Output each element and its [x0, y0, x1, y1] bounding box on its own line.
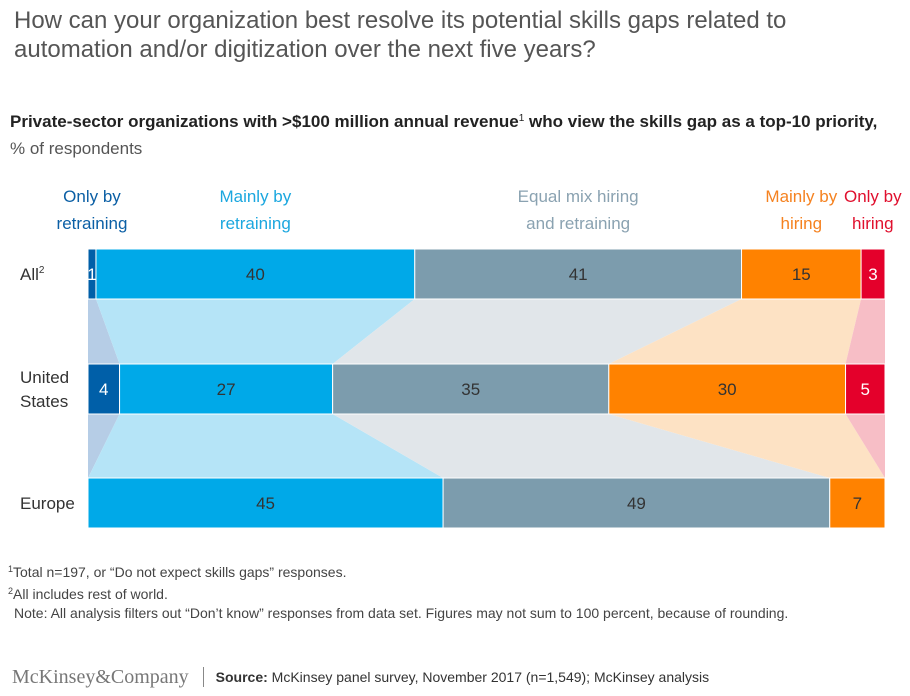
brand-logo: McKinsey&Company — [12, 665, 189, 688]
data-label: 4 — [99, 380, 108, 399]
connector-0-4 — [845, 299, 885, 364]
data-label: 7 — [853, 494, 862, 513]
legend-item: Mainly by hiring — [765, 187, 837, 233]
connector-0-1 — [95, 299, 415, 364]
footnote-2-mark: 2 — [8, 586, 14, 596]
footnote-1: 1Total n=197, or “Do not expect skills g… — [8, 560, 898, 582]
data-label: 49 — [627, 494, 646, 513]
connector-1-3 — [608, 414, 885, 478]
data-label: 40 — [246, 265, 265, 284]
chart-title: How can your organization best resolve i… — [14, 7, 787, 63]
connector-1-2 — [332, 414, 830, 478]
legend-item: Mainly by retraining — [219, 187, 291, 233]
chart-subtitle: Private-sector organizations with >$100 … — [10, 105, 890, 162]
stacked-bar-chart: 1 40 41 15 3 4 27 35 30 5 45 49 7 All2 United States Eur… — [20, 187, 902, 529]
subtitle-bold-1: Private-sector organizations with >$100 … — [10, 112, 519, 131]
data-label: 41 — [569, 265, 588, 284]
connector-1-0 — [88, 414, 120, 478]
data-label: 45 — [256, 494, 275, 513]
footnote-1-mark: 1 — [8, 564, 14, 574]
bar-segment — [741, 248, 862, 300]
bar-segment — [95, 248, 416, 300]
bar-segment — [608, 363, 847, 415]
source-text: McKinsey panel survey, November 2017 (n=… — [267, 669, 710, 685]
connector-1-4 — [845, 414, 885, 478]
legend-item: Only by retraining — [57, 187, 128, 233]
bar-segment — [860, 248, 886, 300]
bar-segment — [442, 477, 831, 529]
data-label: 5 — [861, 380, 870, 399]
bar-segment — [414, 248, 743, 300]
connector-0-0 — [88, 299, 120, 364]
data-label: 3 — [868, 265, 877, 284]
legend-item: Equal mix hiring and retraining — [518, 187, 639, 233]
source-label: Source: — [215, 669, 268, 685]
subtitle-bold-2: who view the skills gap as a top-10 prio… — [524, 112, 878, 131]
connector-1-1 — [88, 414, 444, 478]
footnotes: 1Total n=197, or “Do not expect skills g… — [8, 560, 898, 623]
data-label: 1 — [87, 265, 96, 284]
footer-divider — [202, 667, 204, 687]
connector-0-2 — [332, 299, 742, 364]
category-label: All2 — [20, 265, 45, 284]
bar-segment — [845, 363, 886, 415]
legend-item: Only by hiring — [844, 187, 902, 233]
connector-0-3 — [608, 299, 862, 364]
subtitle-unit: % of respondents — [10, 139, 143, 158]
data-label: 35 — [461, 380, 480, 399]
bar-segment — [332, 363, 610, 415]
category-label: Europe — [20, 494, 75, 513]
data-label: 30 — [718, 380, 737, 399]
footnote-2: 2All includes rest of world. — [8, 582, 898, 604]
category-label: United States — [20, 368, 69, 411]
bar-segment — [119, 363, 334, 415]
subtitle-footnote-mark: 1 — [518, 113, 525, 124]
bar-segment — [87, 477, 444, 529]
footer: McKinsey&Company Source: McKinsey panel … — [12, 664, 902, 690]
note-text: Note: All analysis filters out “Don’t kn… — [14, 605, 789, 621]
footnote-1-text: Total n=197, or “Do not expect skills ga… — [13, 564, 347, 580]
source: Source: McKinsey panel survey, November … — [216, 669, 709, 685]
data-label: 27 — [217, 380, 236, 399]
footnote-2-text: All includes rest of world. — [13, 586, 168, 602]
bar-segment — [829, 477, 886, 529]
data-label: 15 — [792, 265, 811, 284]
